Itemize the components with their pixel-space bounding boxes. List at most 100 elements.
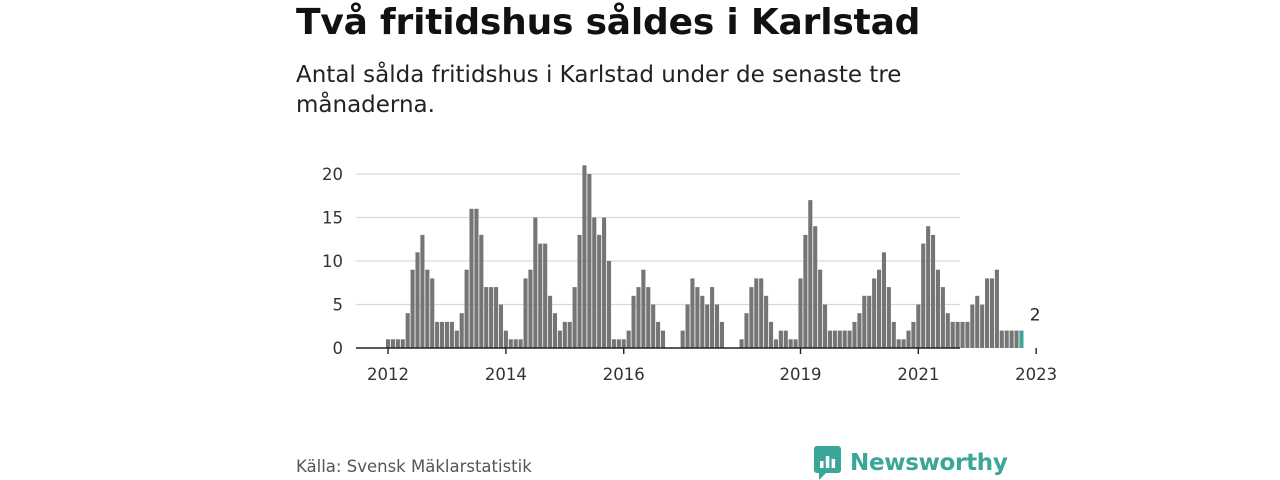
bar: [582, 165, 587, 348]
bar: [444, 321, 450, 348]
x-axis-ticks: 2012 2014 2016 2019 2021 2023: [367, 348, 1057, 384]
bar: [636, 287, 641, 348]
bar: [440, 321, 445, 348]
bar: [538, 243, 543, 348]
bar: [430, 278, 435, 348]
bar: [572, 287, 577, 348]
bar: [945, 313, 950, 348]
bar: [474, 208, 479, 348]
gridlines: [356, 173, 960, 306]
bar: [518, 339, 523, 348]
bar: [1014, 330, 1019, 348]
bar: [454, 330, 459, 348]
bar: [862, 295, 867, 348]
bar: [872, 278, 877, 348]
bar: [494, 287, 499, 348]
bar: [592, 217, 597, 348]
bar: [459, 313, 464, 348]
bar: [955, 321, 960, 348]
bar: [965, 321, 970, 348]
bar: [773, 339, 778, 348]
bar: [960, 321, 965, 348]
bar: [606, 261, 612, 348]
bar: [513, 339, 518, 348]
bar: [906, 330, 911, 348]
bar: [533, 217, 538, 348]
bar: [926, 226, 931, 348]
brand-name: Newsworthy: [850, 450, 1008, 476]
last-value-label: 2: [1030, 306, 1041, 326]
bar: [543, 243, 548, 348]
bar: [660, 330, 666, 348]
bar: [994, 269, 999, 348]
bar: [778, 330, 783, 348]
bar: [557, 330, 562, 348]
y-tick-label: 20: [322, 165, 343, 184]
bar: [744, 313, 749, 348]
bar: [420, 234, 425, 348]
x-tick-label: 2019: [779, 365, 821, 384]
bar: [562, 321, 567, 348]
bar: [425, 269, 430, 348]
bar: [489, 287, 494, 348]
chart-subtitle: Antal sålda fritidshus i Karlstad under …: [296, 62, 902, 118]
bar: [768, 321, 774, 348]
x-tick-label: 2023: [1015, 365, 1057, 384]
bar: [577, 234, 582, 348]
y-axis-tick-labels: 0 5 10 15 20: [322, 165, 343, 358]
chart-title: Två fritidshus såldes i Karlstad: [296, 2, 921, 43]
bar: [651, 304, 656, 348]
bar: [621, 339, 626, 348]
bar: [857, 313, 862, 348]
bar: [567, 321, 572, 348]
source-note: Källa: Svensk Mäklarstatistik: [296, 457, 532, 476]
bar: [602, 217, 607, 348]
bar: [999, 330, 1004, 348]
bar: [877, 269, 882, 348]
bar: [695, 287, 700, 348]
bar: [415, 252, 420, 348]
bar: [1009, 330, 1014, 348]
bar: [548, 295, 553, 348]
bar: [798, 278, 803, 348]
bar: [405, 313, 410, 348]
bar: [749, 287, 754, 348]
y-tick-label: 10: [322, 252, 343, 271]
bar: [710, 287, 715, 348]
bar: [813, 226, 818, 348]
brand-logo: Newsworthy: [814, 446, 1008, 480]
bar: [464, 269, 469, 348]
bar: [881, 252, 887, 348]
bar-chart-speech-bubble-icon: [814, 446, 841, 480]
bar: [970, 304, 975, 348]
bar: [822, 304, 828, 348]
y-tick-label: 15: [322, 209, 343, 228]
bar: [832, 330, 837, 348]
bar: [400, 339, 405, 348]
bar: [788, 339, 793, 348]
bar: [552, 313, 558, 348]
bar: [931, 234, 936, 348]
bar: [827, 330, 832, 348]
bar: [739, 339, 744, 348]
bar: [587, 174, 592, 348]
bar: [940, 287, 945, 348]
bar: [911, 321, 916, 348]
bar: [793, 339, 798, 348]
bar: [852, 321, 857, 348]
bar: [719, 321, 724, 348]
bar: [685, 304, 690, 348]
bar: [680, 330, 685, 348]
x-tick-label: 2014: [485, 365, 527, 384]
bar: [818, 269, 823, 348]
bar: [985, 278, 990, 348]
bar: [714, 304, 720, 348]
bar: [705, 304, 710, 348]
bar: [641, 269, 646, 348]
bar: [935, 269, 941, 348]
bar: [837, 330, 842, 348]
bar: [1004, 330, 1009, 348]
y-tick-label: 5: [333, 296, 344, 315]
bar: [386, 339, 391, 348]
bar: [803, 234, 808, 348]
